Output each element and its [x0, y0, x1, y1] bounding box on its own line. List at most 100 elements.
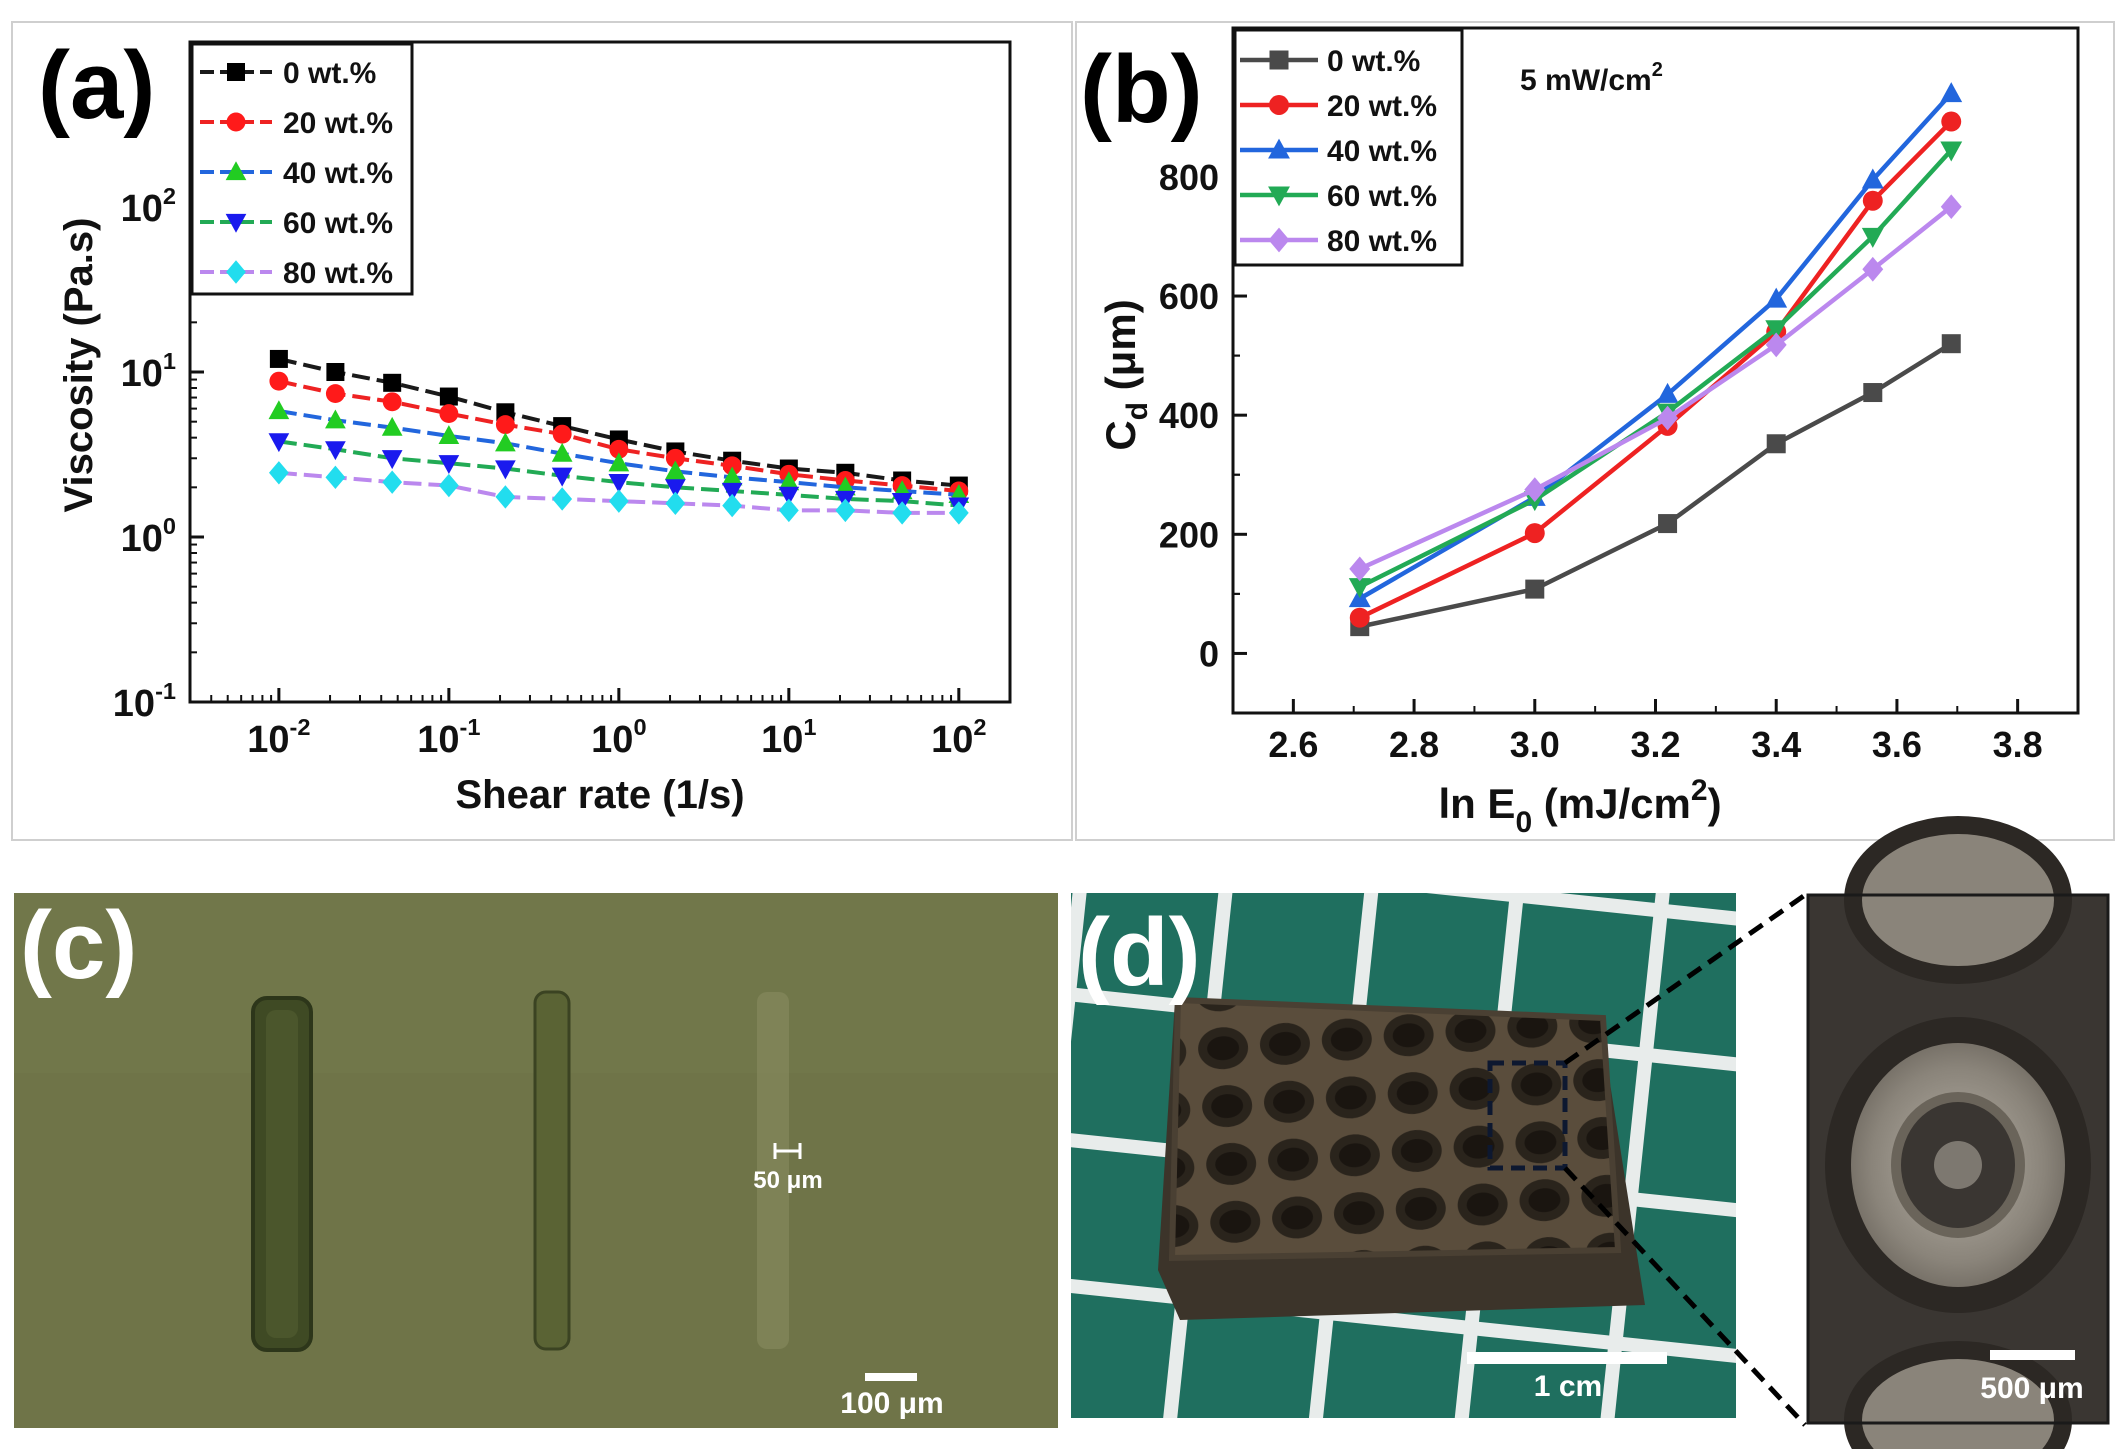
panel-a-data-point [552, 424, 572, 444]
panel-b-x-tick-label: 3.2 [1630, 724, 1680, 765]
panel-b-y-label-part-2: (μm) [1097, 299, 1144, 402]
panel-b-legend-marker [1268, 227, 1290, 253]
panel-d-scalebar-1cm [1467, 1352, 1667, 1364]
panel-b-legend-marker [1268, 138, 1290, 159]
panel-a-data-point [665, 448, 685, 468]
panel-a-data-point [381, 416, 403, 436]
panel-a-legend-label: 80 wt.% [283, 257, 393, 290]
panel-a-legend-label: 20 wt.% [283, 107, 393, 140]
panel-d-scale-label-1cm: 1 cm [1534, 1370, 1602, 1403]
panel-b-data-point [1657, 405, 1679, 431]
panel-a-series [268, 349, 970, 525]
panel-a-y-tick-label: 10-1 [113, 678, 176, 725]
panel-b-data-point [1862, 256, 1884, 282]
panel-b-annotation-sup: 2 [1652, 59, 1663, 81]
panel-b-x-label-sup: 2 [1691, 774, 1708, 807]
panel-a-data-point [325, 441, 346, 461]
panel-a-data-point [722, 456, 742, 476]
panel-c-letter: (c) [20, 892, 137, 999]
panel-a: 10-2 10-1 100 101 102 10-1 100 101 102 Shear rat… [11, 21, 1073, 841]
panel-b-data-point [1658, 514, 1678, 534]
panel-c-photo: 50 μm 100 μm (c) [14, 892, 1058, 1428]
panel-d-zoom-line-bottom [1563, 1166, 1807, 1427]
panel-b-annotation: 5 mW/cm2 [1520, 59, 1663, 97]
panel-a-x-tick-label: 10-2 [247, 714, 310, 761]
panel-a-x-label: Shear rate (1/s) [455, 773, 744, 817]
panel-b-legend-marker [1268, 186, 1290, 207]
panel-a-x-tick-label: 10-1 [417, 714, 480, 761]
panel-a-data-point [326, 363, 345, 381]
panel-b-series-line [1358, 148, 1953, 589]
panel-a-data-point [439, 404, 459, 423]
panel-b-data-point [1524, 477, 1546, 502]
panel-b-legend-label: 80 wt.% [1327, 225, 1437, 258]
panel-b-legend: 0 wt.% 20 wt.% 40 wt.% 60 wt.% 80 wt.% [1233, 28, 1464, 267]
panel-b-letter: (b) [1080, 36, 1203, 143]
panel-a-legend-label: 0 wt.% [283, 57, 376, 90]
panel-a-y-tick-label: 102 [121, 183, 176, 230]
panel-b-data-point [1941, 111, 1962, 132]
panel-a-data-point [892, 501, 913, 525]
panel-b-legend-label: 0 wt.% [1327, 45, 1420, 78]
panel-b-y-tick-label: 0 [1199, 633, 1219, 674]
panel-c-scale-label-100: 100 μm [840, 1387, 943, 1420]
panel-b-data-point [1861, 168, 1884, 189]
panel-a-data-point [269, 371, 289, 391]
panel-a-x-tick-label: 101 [761, 714, 816, 761]
panel-a-data-point [778, 498, 799, 523]
panel-b-x-label-part-3: ) [1708, 780, 1722, 827]
panel-a-data-point [551, 467, 573, 487]
panel-b-y-label-sub: d [1121, 402, 1154, 420]
panel-a-data-point [835, 476, 856, 496]
panel-a-data-point [551, 442, 573, 462]
panel-a-data-point [438, 455, 460, 475]
panel-b-x-label: ln E0 (mJ/cm2) [1438, 774, 1721, 839]
panel-a-data-point [495, 485, 516, 509]
panel-a-data-point [495, 460, 516, 480]
panel-b-x-tick-label: 3.4 [1751, 724, 1801, 765]
panel-d-scaffold-edge [1168, 996, 1622, 1262]
panel-a-data-point [325, 465, 346, 490]
panel-a-data-point [382, 392, 402, 412]
panel-b-x-tick-label: 2.8 [1389, 724, 1439, 765]
panel-a-data-point [383, 373, 402, 392]
panel-a-data-point [665, 460, 686, 480]
panel-a-data-point [438, 425, 460, 444]
panel-a-legend-label: 60 wt.% [283, 207, 393, 240]
panel-a-data-point [325, 409, 346, 429]
panel-b-data-point [1765, 320, 1788, 341]
panel-a-legend-marker [226, 260, 246, 284]
panel-b-annotation-text: 5 mW/cm [1520, 64, 1652, 97]
panel-a-data-point [439, 387, 458, 406]
panel-a-data-point [665, 479, 686, 499]
panel-a-y-label: Viscosity (Pa.s) [57, 218, 101, 513]
panel-a-data-point [665, 491, 686, 516]
panel-b-data-point [1940, 82, 1963, 103]
panel-d-micro-core [1934, 1141, 1982, 1189]
panel-a-data-point [609, 439, 629, 459]
panel-a-data-point [835, 498, 856, 523]
panel-a-legend-marker [225, 213, 247, 233]
panel-c-line-thin [757, 992, 789, 1349]
panel-b-data-point [1524, 523, 1545, 544]
panel-d-micrograph-frame [1806, 893, 2110, 1425]
panel-a-data-point [948, 501, 969, 525]
panel-b-x-tick-label: 3.0 [1510, 724, 1560, 765]
panel-b-data-point [1863, 383, 1883, 403]
panel-a-data-point [268, 461, 289, 485]
panel-b-data-point [1349, 556, 1371, 582]
panel-b-data-point [1861, 227, 1884, 248]
panel-a-data-point [382, 470, 403, 494]
panel-b-y-tick-label: 800 [1159, 157, 1219, 198]
panel-b-x-label-sub: 0 [1515, 806, 1532, 839]
panel-a-legend-box [190, 42, 414, 296]
panel-b-axes: 2.6 2.8 3.0 3.2 3.4 3.6 3.8 0 200 400 600 800 [1159, 116, 2043, 765]
panel-c-scale-label-50: 50 μm [753, 1167, 822, 1194]
panel-d-micro-cell-top [1844, 816, 2072, 984]
panel-b-data-point [1940, 141, 1963, 162]
panel-a-data-point [268, 400, 290, 420]
panel-b-series-line [1359, 341, 1953, 629]
panel-b-data-point [1348, 578, 1371, 599]
